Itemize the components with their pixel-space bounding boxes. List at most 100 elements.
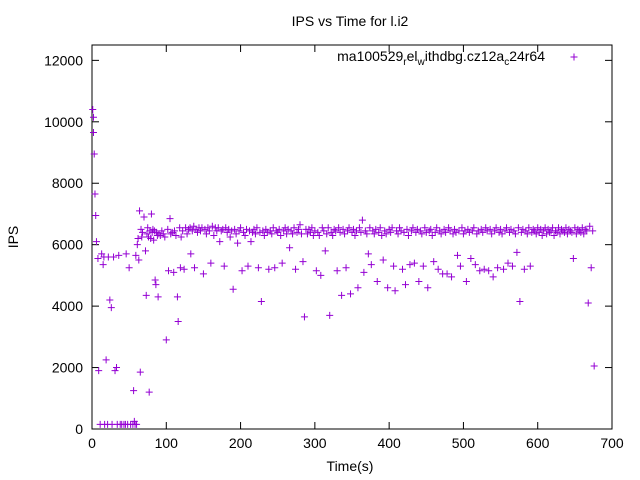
data-point	[238, 267, 246, 275]
data-point	[152, 281, 160, 289]
data-point	[422, 228, 430, 236]
data-point	[341, 230, 349, 238]
data-point	[455, 227, 463, 235]
data-point	[419, 262, 427, 270]
data-point	[309, 231, 317, 239]
data-point	[293, 228, 301, 236]
data-point	[347, 290, 355, 298]
data-point	[372, 225, 380, 233]
x-tick-label: 200	[229, 435, 253, 451]
data-point	[207, 259, 215, 267]
data-point	[538, 231, 546, 239]
x-tick-label: 100	[155, 435, 179, 451]
data-point	[287, 227, 295, 235]
data-point	[188, 227, 196, 235]
data-point	[504, 259, 512, 267]
data-point	[553, 228, 561, 236]
data-point	[369, 227, 377, 235]
data-point	[531, 227, 539, 235]
data-point	[232, 230, 240, 238]
data-point	[590, 362, 598, 370]
data-point	[525, 224, 533, 232]
data-point	[492, 224, 500, 232]
data-point	[284, 225, 292, 233]
data-point	[164, 225, 172, 233]
data-point	[312, 267, 320, 275]
data-point	[381, 227, 389, 235]
legend-label: ma100529relwithdbg.cz12ac24r64	[337, 48, 545, 68]
x-tick-label: 600	[526, 435, 550, 451]
data-point	[173, 293, 181, 301]
data-point	[461, 227, 469, 235]
data-point	[241, 231, 249, 239]
data-point	[586, 222, 594, 230]
data-point	[145, 388, 153, 396]
data-point	[326, 311, 334, 319]
data-point	[468, 227, 476, 235]
data-point	[413, 225, 421, 233]
data-point	[446, 227, 454, 235]
data-point	[295, 225, 303, 233]
data-point	[266, 227, 274, 235]
legend-sub-3: c	[504, 57, 509, 68]
data-point	[217, 227, 225, 235]
data-point	[89, 129, 97, 137]
data-point	[199, 270, 207, 278]
data-point	[330, 225, 338, 233]
data-point	[220, 262, 228, 270]
data-point	[424, 284, 432, 292]
data-point	[192, 225, 200, 233]
data-point	[409, 224, 417, 232]
data-point	[563, 230, 571, 238]
data-point	[578, 224, 586, 232]
data-point	[458, 224, 466, 232]
data-point	[529, 225, 537, 233]
data-point	[345, 224, 353, 232]
data-point	[180, 265, 188, 273]
data-point	[485, 267, 493, 275]
plot-frame	[91, 44, 613, 430]
data-point	[139, 228, 147, 236]
data-point	[245, 227, 253, 235]
data-point	[575, 227, 583, 235]
data-point	[143, 230, 151, 238]
data-point	[142, 291, 150, 299]
data-point	[172, 231, 180, 239]
data-point	[523, 230, 531, 238]
data-point	[448, 273, 456, 281]
data-point	[223, 228, 231, 236]
data-point	[177, 233, 185, 241]
data-point	[354, 284, 362, 292]
data-point	[260, 231, 268, 239]
data-point	[132, 251, 140, 259]
data-point	[170, 227, 178, 235]
data-point	[138, 233, 146, 241]
data-point	[308, 224, 316, 232]
data-point	[281, 224, 289, 232]
data-point	[541, 224, 549, 232]
data-point	[147, 210, 155, 218]
data-point	[263, 228, 271, 236]
data-point	[473, 230, 481, 238]
data-point	[283, 230, 291, 238]
data-point	[366, 224, 374, 232]
data-point	[113, 364, 121, 372]
y-tick-label: 0	[75, 421, 83, 437]
x-tick-label: 400	[377, 435, 401, 451]
data-point	[216, 238, 224, 246]
data-point	[170, 268, 178, 276]
data-point	[149, 225, 157, 233]
data-point	[436, 227, 444, 235]
data-point	[456, 262, 464, 270]
data-point	[403, 225, 411, 233]
data-point	[269, 224, 277, 232]
data-point	[278, 259, 286, 267]
data-point	[286, 244, 294, 252]
data-point	[251, 230, 259, 238]
data-point	[342, 264, 350, 272]
legend-sub-1: r	[403, 57, 407, 68]
legend-part-3: ithdbg.cz12a	[425, 48, 505, 64]
data-point	[511, 230, 519, 238]
data-point	[210, 231, 218, 239]
data-point	[107, 304, 115, 312]
